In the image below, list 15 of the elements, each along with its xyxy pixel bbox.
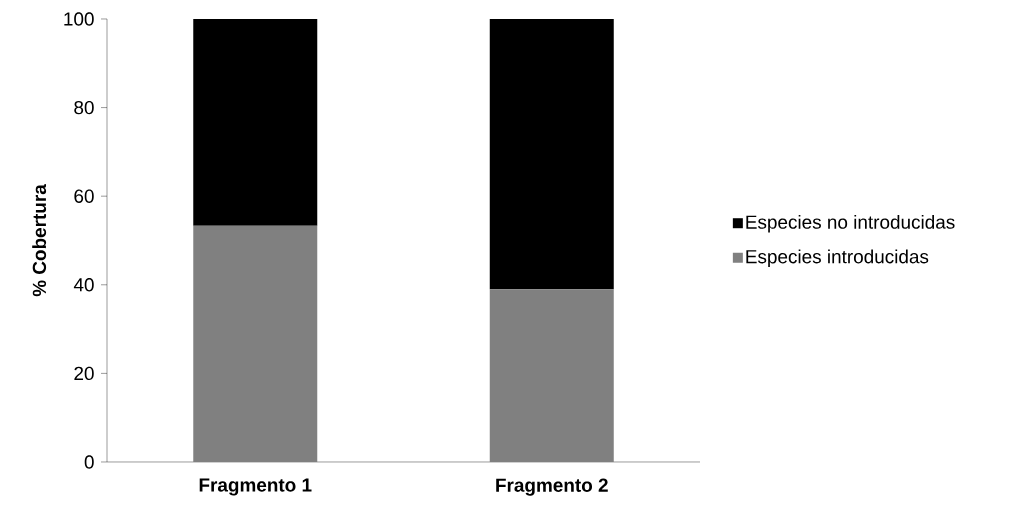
x-tick-label: Fragmento 1 [199,478,312,496]
y-tick-label: 100 [64,12,94,26]
bar [193,18,318,226]
y-tick-label: 80 [74,100,94,115]
bar [193,225,318,462]
bar [489,18,614,290]
bar [489,289,614,462]
y-axis-title: % Cobertura [32,184,47,297]
y-tick-label: 0 [84,455,94,469]
x-tick-label: Fragmento 2 [496,478,608,496]
y-tick-label: 60 [74,189,94,203]
y-tick-label: 20 [74,366,94,381]
y-tick-label: 40 [73,278,94,292]
legend-label: Especies no introducidas [746,214,955,233]
legend-label: Especies introducidas [746,249,929,268]
